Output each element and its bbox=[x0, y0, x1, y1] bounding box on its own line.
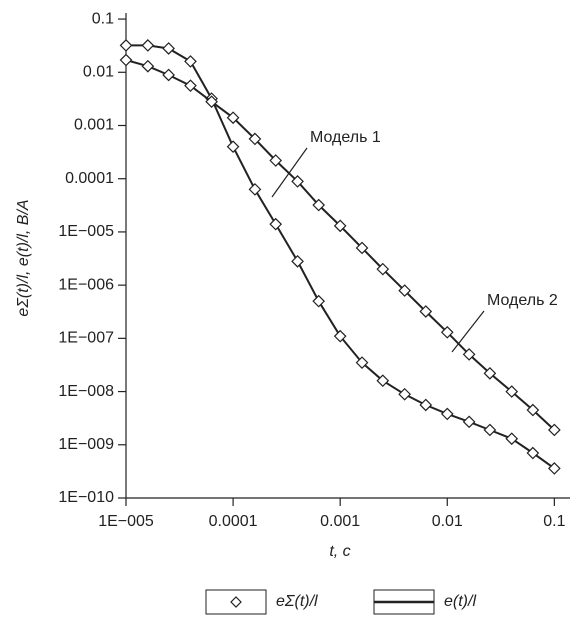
diamond-marker bbox=[462, 348, 476, 361]
diamond-marker bbox=[312, 198, 326, 212]
diamond-marker bbox=[355, 241, 369, 255]
diamond-marker bbox=[269, 217, 283, 231]
x-tick-label: 1E−005 bbox=[98, 513, 154, 530]
x-tick-label: 0.1 bbox=[543, 513, 565, 530]
diamond-marker bbox=[483, 366, 497, 380]
diamond-marker bbox=[419, 398, 433, 412]
diamond-marker bbox=[248, 183, 262, 196]
x-tick-label: 0.001 bbox=[320, 513, 360, 530]
legend-label: e(t)/l bbox=[444, 593, 476, 610]
diamond-marker bbox=[291, 175, 304, 188]
diamond-marker bbox=[291, 254, 304, 268]
diamond-marker bbox=[184, 55, 197, 68]
diamond-marker bbox=[505, 432, 519, 446]
y-tick-label: 0.01 bbox=[83, 63, 114, 80]
diamond-marker bbox=[141, 39, 155, 52]
x-axis-label: t, с bbox=[329, 543, 350, 560]
diamond-marker bbox=[226, 111, 240, 125]
y-tick-label: 1E−009 bbox=[58, 436, 114, 453]
diamond-marker bbox=[548, 462, 561, 475]
y-tick-label: 1E−010 bbox=[58, 489, 114, 506]
diamond-marker bbox=[376, 374, 390, 388]
diamond-marker bbox=[376, 262, 390, 276]
y-tick-label: 1E−006 bbox=[58, 276, 114, 293]
diamond-marker bbox=[398, 387, 411, 401]
diamond-marker bbox=[505, 385, 519, 398]
legend-label: eΣ(t)/l bbox=[276, 593, 318, 610]
diamond-marker bbox=[205, 95, 218, 109]
annotation-leader bbox=[271, 147, 308, 198]
x-tick-label: 0.0001 bbox=[209, 513, 258, 530]
diamond-marker bbox=[119, 53, 133, 67]
y-tick-label: 0.001 bbox=[74, 117, 114, 134]
series-annotation: Модель 1 bbox=[310, 129, 381, 146]
diamond-marker bbox=[526, 403, 540, 417]
diamond-marker bbox=[226, 140, 240, 154]
diamond-marker bbox=[162, 68, 175, 82]
diamond-marker bbox=[333, 329, 347, 343]
diamond-marker bbox=[440, 407, 454, 421]
diamond-marker bbox=[184, 79, 197, 93]
diamond-marker bbox=[269, 154, 283, 167]
y-tick-label: 1E−007 bbox=[58, 330, 114, 347]
diamond-marker bbox=[248, 132, 262, 146]
diamond-marker bbox=[419, 305, 433, 318]
diamond-marker bbox=[483, 423, 497, 437]
diamond-marker bbox=[141, 59, 155, 73]
diamond-marker bbox=[119, 39, 133, 52]
diamond-marker bbox=[162, 42, 175, 55]
y-axis-label: eΣ(t)/l, e(t)/l, В/А bbox=[15, 199, 32, 316]
y-tick-label: 0.1 bbox=[92, 10, 114, 27]
series-annotation: Модель 2 bbox=[487, 292, 558, 309]
diamond-marker bbox=[548, 423, 561, 437]
annotation-leader bbox=[451, 310, 485, 353]
legend-diamond bbox=[230, 596, 242, 608]
diamond-marker bbox=[355, 356, 369, 369]
y-tick-label: 1E−005 bbox=[58, 223, 114, 240]
diamond-marker bbox=[312, 294, 326, 308]
y-tick-label: 0.0001 bbox=[65, 170, 114, 187]
diamond-marker bbox=[526, 446, 540, 460]
diamond-marker bbox=[440, 325, 454, 339]
x-tick-label: 0.01 bbox=[432, 513, 463, 530]
diamond-marker bbox=[462, 415, 476, 429]
diamond-marker bbox=[398, 284, 411, 297]
diamond-marker bbox=[333, 219, 347, 233]
y-tick-label: 1E−008 bbox=[58, 383, 114, 400]
series-line bbox=[126, 44, 555, 470]
